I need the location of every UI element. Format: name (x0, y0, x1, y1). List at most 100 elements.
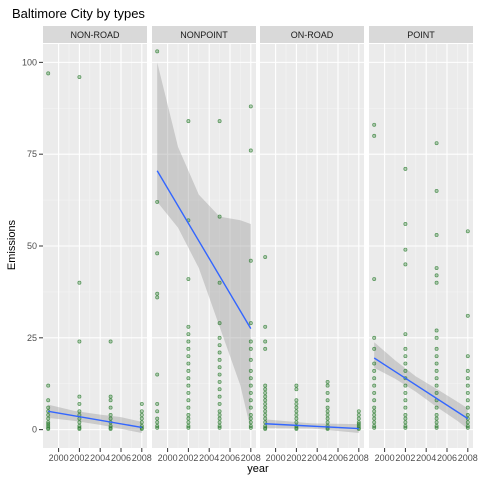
data-point (372, 122, 377, 127)
data-point (186, 412, 191, 417)
data-point (403, 405, 408, 410)
data-point (372, 383, 377, 388)
data-point (465, 425, 470, 430)
confidence-band (374, 342, 468, 429)
data-point (434, 390, 439, 395)
data-point (217, 357, 222, 362)
data-point (263, 409, 268, 414)
data-point (248, 420, 253, 425)
data-point (186, 368, 191, 373)
data-point (77, 339, 82, 344)
data-point (248, 383, 253, 388)
data-point (294, 401, 299, 406)
x-tick-label: 2000 (49, 453, 69, 463)
data-point (108, 412, 113, 417)
x-tick-label: 2002 (286, 453, 306, 463)
facet-strip-label: NON-ROAD (71, 30, 120, 40)
data-point (217, 416, 222, 421)
data-point (217, 280, 222, 285)
data-point (263, 387, 268, 392)
data-point (434, 405, 439, 410)
data-point (294, 383, 299, 388)
y-axis-title: Emissions (6, 219, 18, 270)
x-tick-label: 2004 (199, 453, 219, 463)
x-tick-label: 2000 (375, 453, 395, 463)
data-point (108, 398, 113, 403)
data-point (186, 119, 191, 124)
data-point (372, 412, 377, 417)
data-point (186, 425, 191, 430)
data-point (217, 409, 222, 414)
data-point (325, 383, 330, 388)
data-point (217, 365, 222, 370)
data-point (108, 394, 113, 399)
data-point (248, 321, 253, 326)
data-point (248, 412, 253, 417)
data-point (434, 188, 439, 193)
data-point (372, 277, 377, 282)
data-point (248, 148, 253, 153)
data-point (403, 166, 408, 171)
data-point (248, 390, 253, 395)
data-point (372, 416, 377, 421)
data-point (434, 233, 439, 237)
data-point (465, 398, 470, 403)
data-point (139, 401, 144, 406)
data-point (217, 119, 222, 124)
data-point (263, 398, 268, 403)
facet-panel: NON-ROAD 2000 2002 2004 2006 2008 (43, 26, 152, 463)
gridlines (260, 44, 364, 448)
data-point (403, 398, 408, 403)
data-point (403, 354, 408, 359)
data-point (294, 412, 299, 417)
data-point (263, 426, 268, 431)
data-point (434, 368, 439, 373)
data-point (186, 416, 191, 421)
data-point (77, 394, 82, 399)
data-point (434, 354, 439, 359)
y-tick-label: 75 (27, 149, 37, 159)
data-point (139, 416, 144, 421)
data-point (356, 409, 361, 414)
data-point (46, 71, 51, 76)
data-point (325, 412, 330, 417)
facet-panel: ON-ROAD 2000 2002 2004 2006 2008 (260, 26, 369, 463)
data-point (372, 409, 377, 414)
x-tick-label: 2002 (69, 453, 89, 463)
data-point (155, 409, 160, 414)
x-tick-label: 2000 (158, 453, 178, 463)
data-point (263, 383, 268, 388)
data-point (403, 262, 408, 267)
data-point (186, 277, 191, 282)
data-point (325, 398, 330, 403)
x-tick-label: 2002 (395, 453, 415, 463)
data-point (294, 398, 299, 403)
data-point (434, 266, 439, 270)
data-point (217, 350, 222, 355)
facet-strip (152, 26, 256, 43)
trend-line (48, 410, 142, 429)
data-point (248, 357, 253, 362)
data-point (325, 379, 330, 384)
data-point (217, 372, 222, 377)
data-point (356, 416, 361, 421)
x-tick-label: 2006 (220, 453, 240, 463)
data-point (403, 361, 408, 366)
data-point (108, 426, 113, 431)
data-point (325, 420, 330, 425)
x-tick-label: 2006 (328, 453, 348, 463)
y-axis: 0 25 50 75 100 (22, 57, 43, 435)
data-point (372, 133, 377, 138)
data-point (217, 420, 222, 425)
data-point (434, 335, 439, 340)
data-point (77, 420, 82, 425)
data-point (372, 361, 377, 366)
x-tick-label: 2006 (437, 453, 457, 463)
data-point (46, 426, 51, 431)
facet-strip-label: POINT (407, 30, 435, 40)
x-tick-label: 2004 (90, 453, 110, 463)
x-tick-label: 2008 (349, 453, 369, 463)
data-point (403, 425, 408, 430)
data-point (46, 398, 51, 403)
data-point (465, 313, 470, 318)
